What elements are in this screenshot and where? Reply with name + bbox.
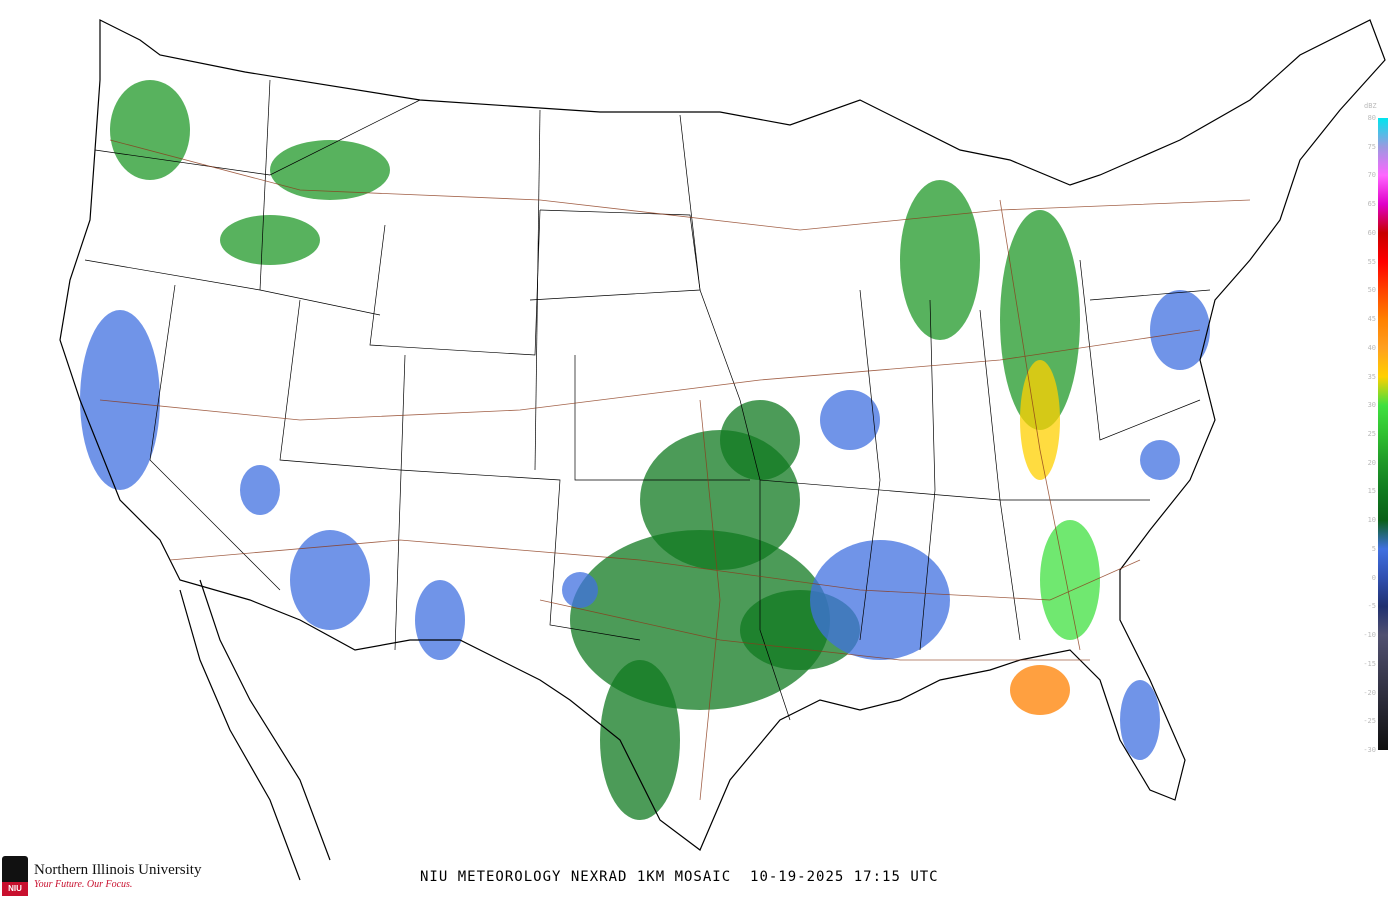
legend-tick: 80 bbox=[1367, 114, 1376, 122]
radar-echo bbox=[600, 660, 680, 820]
legend-tick: -20 bbox=[1363, 688, 1376, 697]
legend-tick: 45 bbox=[1367, 315, 1376, 324]
legend-tick: 55 bbox=[1367, 257, 1376, 266]
radar-echo bbox=[290, 530, 370, 630]
radar-echo bbox=[1010, 665, 1070, 715]
radar-echo bbox=[110, 80, 190, 180]
radar-echo bbox=[1140, 440, 1180, 480]
us-outline bbox=[59, 19, 1386, 881]
legend-unit: dBZ bbox=[1364, 102, 1377, 110]
legend-tick: -10 bbox=[1363, 631, 1376, 640]
caption-title: NIU METEOROLOGY NEXRAD 1KM MOSAIC bbox=[420, 869, 732, 885]
legend-tick: 50 bbox=[1367, 286, 1376, 295]
legend-tick: 40 bbox=[1367, 343, 1376, 352]
radar-echo bbox=[562, 572, 598, 608]
radar-echo bbox=[270, 140, 390, 200]
legend-tick: 20 bbox=[1367, 458, 1376, 467]
radar-echo bbox=[80, 310, 160, 490]
legend-tick: 65 bbox=[1367, 200, 1376, 209]
legend-tick: -30 bbox=[1363, 746, 1376, 754]
legend-tick: 15 bbox=[1367, 487, 1376, 496]
radar-echo bbox=[1120, 680, 1160, 760]
legend-tick: -5 bbox=[1367, 602, 1376, 611]
legend-tick: -15 bbox=[1363, 659, 1376, 668]
logo-name: Northern Illinois University bbox=[34, 862, 202, 878]
legend-tick: 10 bbox=[1367, 516, 1376, 525]
radar-echo bbox=[220, 215, 320, 265]
highways bbox=[99, 139, 1251, 801]
caption-date: 10-19-2025 bbox=[750, 869, 845, 885]
legend-tick: 30 bbox=[1367, 401, 1376, 410]
dbz-legend: dBZ 80 75 70 65 60 55 50 45 40 35 30 25 20 15 10 5 0 -5 -1… bbox=[1363, 102, 1390, 754]
legend-tick: 25 bbox=[1367, 430, 1376, 438]
radar-echo bbox=[415, 580, 465, 660]
radar-echo bbox=[1040, 520, 1100, 640]
caption-time: 17:15 UTC bbox=[853, 869, 939, 885]
radar-echo bbox=[820, 390, 880, 450]
radar-echo bbox=[1020, 360, 1060, 480]
legend-tick: 35 bbox=[1367, 372, 1376, 381]
map-caption: NIU METEOROLOGY NEXRAD 1KM MOSAIC 10-19-… bbox=[420, 869, 939, 885]
radar-echo bbox=[240, 465, 280, 515]
radar-echoes bbox=[80, 80, 1210, 820]
radar-echo bbox=[810, 540, 950, 660]
legend-tick: 60 bbox=[1367, 228, 1376, 237]
radar-echo bbox=[720, 400, 800, 480]
legend-tick: 5 bbox=[1371, 544, 1376, 553]
radar-echo bbox=[900, 180, 980, 340]
niu-logo-mark: NIU bbox=[2, 856, 28, 896]
legend-tick: 75 bbox=[1367, 142, 1376, 151]
logo-tagline: Your Future. Our Focus. bbox=[34, 879, 133, 890]
legend-tick: -25 bbox=[1363, 717, 1376, 726]
radar-echo bbox=[1000, 210, 1080, 430]
legend-tick: 70 bbox=[1367, 171, 1376, 180]
legend-color-bar bbox=[1378, 118, 1388, 750]
niu-logo: NIU Northern Illinois University Your Fu… bbox=[2, 856, 201, 896]
legend-tick: 0 bbox=[1371, 573, 1376, 582]
radar-echo bbox=[1150, 290, 1210, 370]
state-borders bbox=[84, 79, 1211, 721]
